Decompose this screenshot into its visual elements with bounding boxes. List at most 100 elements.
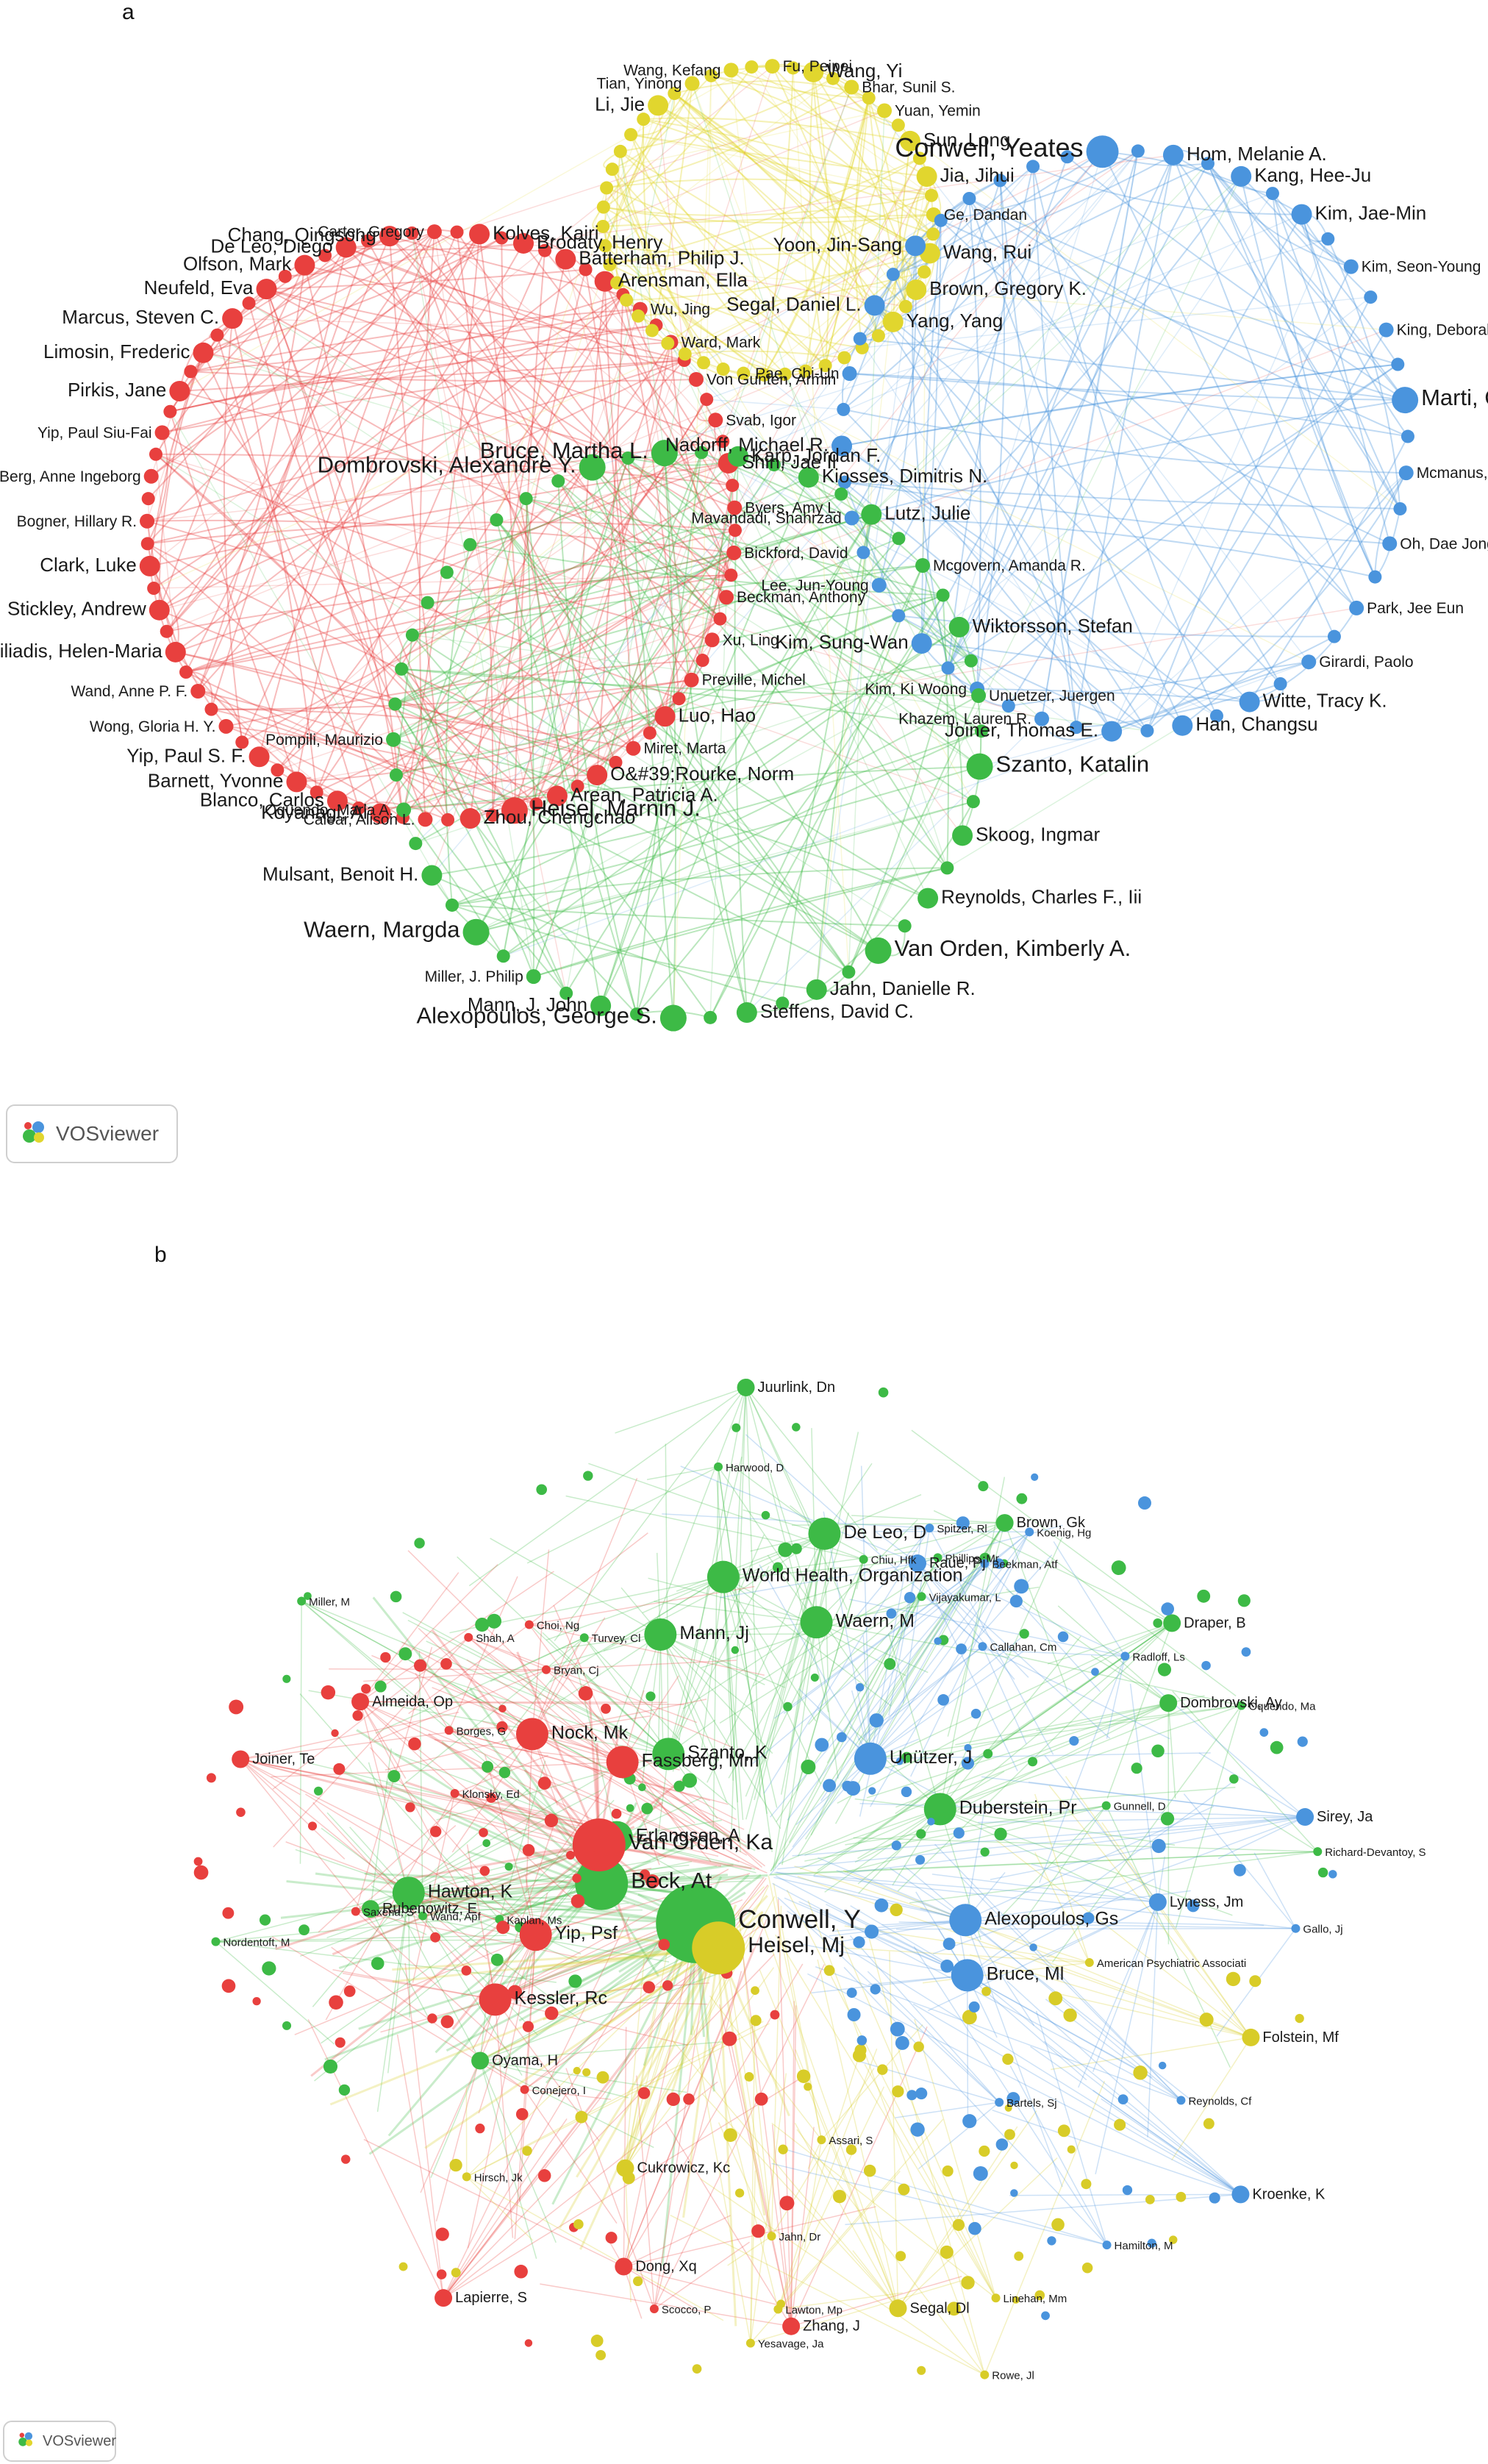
reference-node[interactable]: [1034, 2290, 1045, 2301]
author-node[interactable]: [971, 688, 987, 704]
author-node[interactable]: [948, 616, 970, 638]
reference-node[interactable]: [464, 1632, 473, 1642]
reference-node[interactable]: [1047, 2236, 1056, 2246]
reference-node[interactable]: [1131, 1763, 1142, 1774]
reference-node[interactable]: [637, 2087, 651, 2099]
reference-node[interactable]: [1002, 2053, 1014, 2065]
author-node[interactable]: [1034, 711, 1050, 726]
author-node[interactable]: [1343, 259, 1359, 274]
reference-node[interactable]: [645, 1874, 660, 1889]
author-node[interactable]: [704, 68, 718, 82]
author-node[interactable]: [912, 151, 926, 165]
author-node[interactable]: [918, 888, 939, 909]
reference-node[interactable]: [615, 2257, 633, 2276]
author-node[interactable]: [256, 279, 277, 300]
author-node[interactable]: [861, 504, 882, 525]
reference-node[interactable]: [652, 1738, 685, 1771]
reference-node[interactable]: [1012, 2296, 1020, 2304]
reference-node[interactable]: [942, 2165, 954, 2177]
reference-node[interactable]: [901, 1751, 912, 1763]
reference-node[interactable]: [644, 1618, 677, 1651]
reference-node[interactable]: [429, 1826, 442, 1838]
reference-node[interactable]: [846, 1988, 857, 1999]
reference-node[interactable]: [1057, 1631, 1069, 1643]
author-node[interactable]: [1382, 536, 1398, 551]
author-node[interactable]: [379, 226, 400, 247]
author-node[interactable]: [1401, 429, 1414, 443]
reference-node[interactable]: [889, 2299, 907, 2318]
author-node[interactable]: [421, 596, 434, 610]
reference-node[interactable]: [792, 1423, 801, 1432]
reference-node[interactable]: [541, 1665, 551, 1674]
author-node[interactable]: [891, 118, 905, 132]
reference-node[interactable]: [978, 1642, 987, 1651]
author-node[interactable]: [184, 365, 198, 379]
reference-node[interactable]: [583, 1471, 593, 1481]
author-node[interactable]: [798, 467, 819, 488]
reference-node[interactable]: [259, 1914, 271, 1926]
reference-node[interactable]: [536, 1484, 548, 1496]
author-node[interactable]: [242, 296, 256, 310]
author-node[interactable]: [598, 239, 612, 253]
reference-node[interactable]: [193, 1857, 203, 1866]
author-node[interactable]: [204, 702, 218, 716]
reference-node[interactable]: [1148, 1893, 1167, 1911]
reference-node[interactable]: [815, 1738, 829, 1752]
reference-node[interactable]: [980, 2370, 990, 2379]
author-node[interactable]: [1398, 465, 1414, 481]
reference-node[interactable]: [906, 2090, 918, 2101]
author-node[interactable]: [776, 996, 790, 1010]
reference-node[interactable]: [252, 1996, 261, 2006]
reference-node[interactable]: [947, 2301, 961, 2316]
reference-node[interactable]: [968, 2001, 980, 2013]
author-node[interactable]: [248, 746, 270, 768]
reference-node[interactable]: [754, 2092, 768, 2106]
reference-node[interactable]: [504, 1863, 513, 1871]
author-node[interactable]: [626, 740, 641, 756]
reference-node[interactable]: [515, 2107, 529, 2121]
reference-node[interactable]: [810, 1673, 819, 1682]
author-node[interactable]: [736, 1002, 757, 1024]
reference-node[interactable]: [1028, 1757, 1038, 1767]
author-node[interactable]: [684, 672, 699, 688]
reference-node[interactable]: [392, 1876, 425, 1910]
author-node[interactable]: [882, 311, 904, 332]
author-node[interactable]: [486, 808, 500, 822]
author-node[interactable]: [526, 969, 541, 985]
author-node[interactable]: [728, 446, 749, 467]
author-node[interactable]: [661, 336, 675, 350]
author-node[interactable]: [450, 225, 464, 239]
reference-node[interactable]: [1082, 1912, 1095, 1924]
reference-node[interactable]: [1328, 1870, 1337, 1879]
reference-node[interactable]: [1057, 2124, 1070, 2138]
author-node[interactable]: [590, 995, 612, 1016]
reference-node[interactable]: [856, 1683, 865, 1692]
reference-node[interactable]: [1231, 2185, 1250, 2204]
author-node[interactable]: [496, 949, 510, 963]
reference-node[interactable]: [961, 1757, 975, 1770]
reference-node[interactable]: [622, 2171, 635, 2185]
reference-node[interactable]: [949, 1904, 982, 1937]
author-node[interactable]: [418, 812, 433, 827]
reference-node[interactable]: [304, 1592, 312, 1600]
author-node[interactable]: [405, 226, 419, 240]
reference-node[interactable]: [568, 1974, 582, 1988]
reference-node[interactable]: [910, 2122, 925, 2137]
reference-node[interactable]: [1010, 2189, 1018, 2197]
reference-node[interactable]: [968, 2221, 981, 2235]
reference-node[interactable]: [895, 2251, 906, 2262]
author-node[interactable]: [610, 276, 624, 290]
reference-node[interactable]: [823, 1965, 835, 1976]
reference-node[interactable]: [1067, 2145, 1076, 2154]
reference-node[interactable]: [891, 1840, 901, 1851]
reference-node[interactable]: [804, 2082, 812, 2091]
author-node[interactable]: [892, 609, 906, 623]
author-node[interactable]: [865, 937, 892, 964]
reference-node[interactable]: [498, 1704, 507, 1713]
author-node[interactable]: [620, 293, 634, 307]
reference-node[interactable]: [1014, 2251, 1024, 2261]
author-node[interactable]: [962, 192, 976, 206]
reference-node[interactable]: [908, 1554, 926, 1573]
reference-node[interactable]: [232, 1750, 250, 1768]
